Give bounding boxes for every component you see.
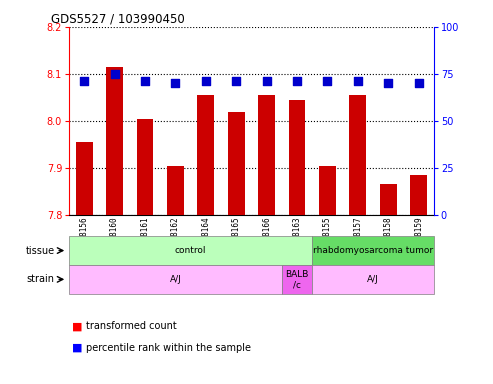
FancyBboxPatch shape bbox=[69, 265, 282, 294]
Bar bbox=[289, 100, 305, 215]
Bar bbox=[198, 95, 214, 215]
Point bbox=[141, 78, 149, 84]
Point bbox=[415, 80, 423, 86]
Bar bbox=[137, 119, 153, 215]
Text: tissue: tissue bbox=[25, 245, 54, 256]
Text: rhabdomyosarcoma tumor: rhabdomyosarcoma tumor bbox=[313, 246, 433, 255]
Text: transformed count: transformed count bbox=[86, 321, 177, 331]
Text: GDS5527 / 103990450: GDS5527 / 103990450 bbox=[51, 13, 184, 26]
Text: ■: ■ bbox=[71, 343, 82, 353]
Text: control: control bbox=[175, 246, 207, 255]
Text: BALB
/c: BALB /c bbox=[285, 270, 309, 289]
Point bbox=[80, 78, 88, 84]
Point bbox=[354, 78, 362, 84]
FancyBboxPatch shape bbox=[69, 236, 312, 265]
Text: A/J: A/J bbox=[367, 275, 379, 284]
Bar bbox=[167, 166, 184, 215]
Text: percentile rank within the sample: percentile rank within the sample bbox=[86, 343, 251, 353]
Point bbox=[384, 80, 392, 86]
Text: A/J: A/J bbox=[170, 275, 181, 284]
Text: strain: strain bbox=[27, 274, 54, 285]
Bar bbox=[410, 175, 427, 215]
Point bbox=[323, 78, 331, 84]
FancyBboxPatch shape bbox=[312, 236, 434, 265]
Point bbox=[263, 78, 271, 84]
Point bbox=[232, 78, 240, 84]
Point bbox=[110, 71, 119, 77]
Bar bbox=[319, 166, 336, 215]
Bar bbox=[380, 184, 396, 215]
Bar bbox=[350, 95, 366, 215]
Point bbox=[293, 78, 301, 84]
Bar bbox=[76, 142, 93, 215]
Bar bbox=[228, 112, 245, 215]
FancyBboxPatch shape bbox=[312, 265, 434, 294]
Bar bbox=[106, 67, 123, 215]
Text: ■: ■ bbox=[71, 321, 82, 331]
FancyBboxPatch shape bbox=[282, 265, 312, 294]
Point bbox=[172, 80, 179, 86]
Bar bbox=[258, 95, 275, 215]
Point bbox=[202, 78, 210, 84]
